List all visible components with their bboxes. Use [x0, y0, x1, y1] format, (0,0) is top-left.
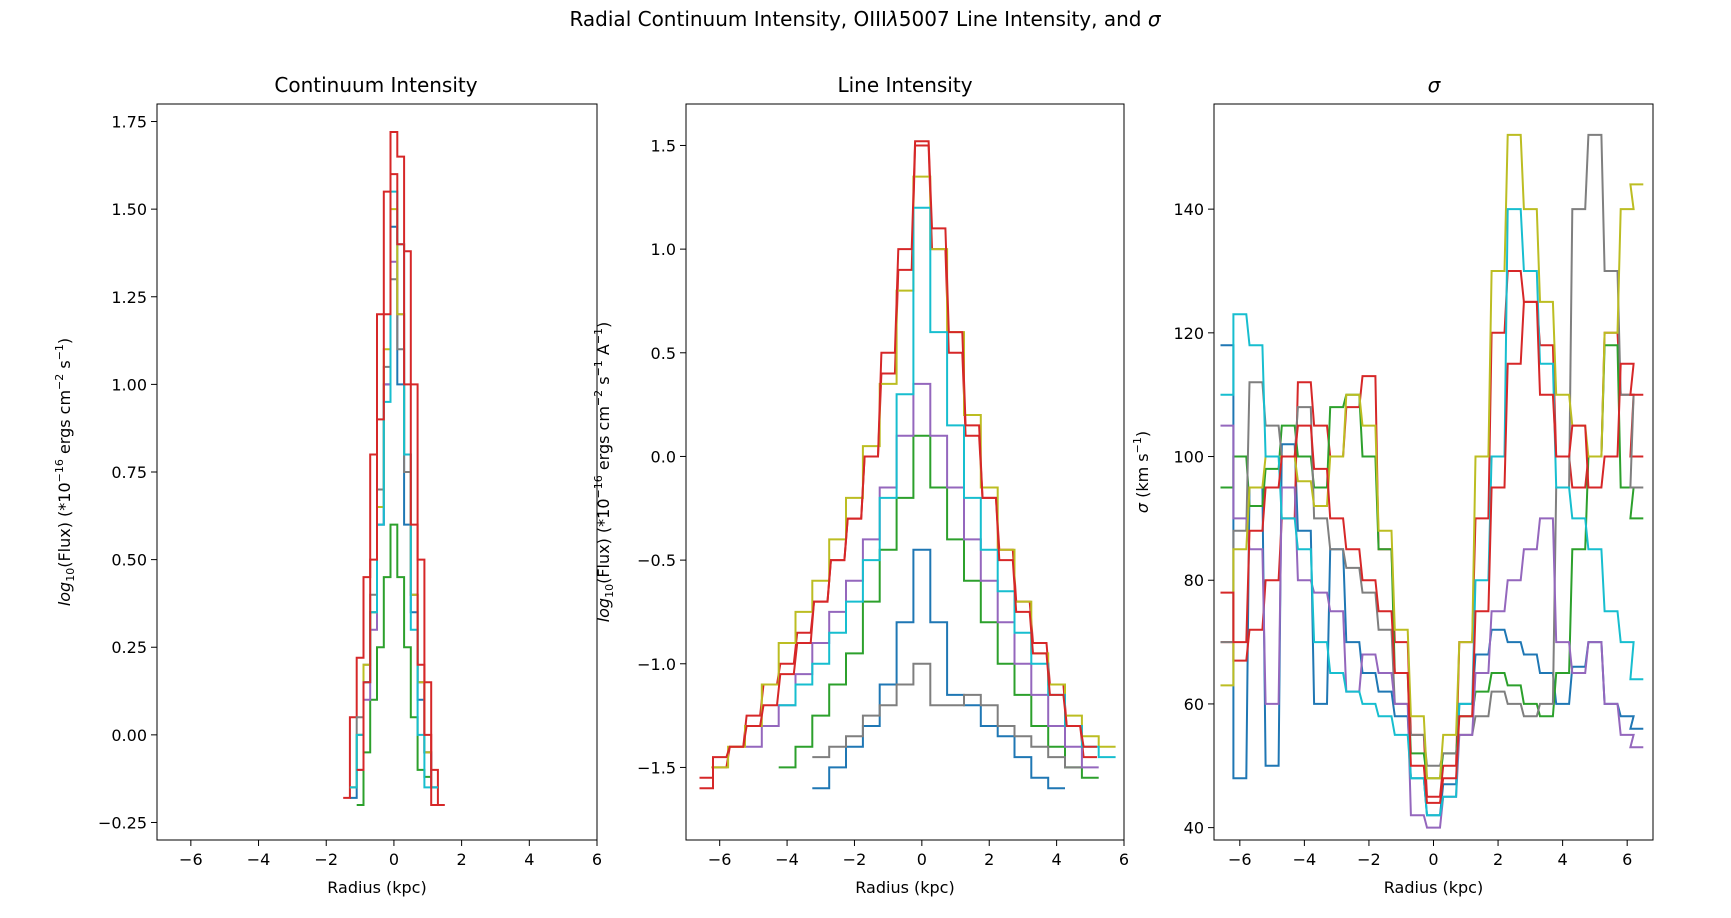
figure-suptitle: Radial Continuum Intensity, OIIIλ5007 Li…: [569, 7, 1161, 31]
series-line: [699, 140, 1097, 779]
y-tick-label: 0.5: [651, 344, 676, 363]
panel-title: σ: [1428, 73, 1442, 97]
x-tick-label: −4: [1293, 850, 1317, 869]
y-tick-label: 0.25: [111, 638, 147, 657]
y-tick-label: −0.25: [98, 813, 147, 832]
y-tick-label: 0.0: [651, 447, 676, 466]
series-line: [1220, 300, 1644, 804]
x-tick-label: 2: [984, 850, 994, 869]
x-tick-label: 0: [1428, 850, 1438, 869]
continuum-intensity-panel: Continuum Intensity −6 −4 −2 0 2 4 6 −0.25 0.00 0…: [53, 73, 602, 897]
x-tick-label: 4: [1558, 850, 1568, 869]
y-tick-label: −0.5: [637, 551, 676, 570]
x-tick-label: 2: [457, 850, 467, 869]
x-tick-label: 4: [1052, 850, 1062, 869]
x-axis-label: Radius (kpc): [855, 878, 954, 897]
y-tick-label: 80: [1184, 571, 1204, 590]
y-tick-label: 1.0: [651, 240, 676, 259]
x-tick-label: 0: [389, 850, 399, 869]
tick-layer: −6 −4 −2 0 2 4 6 −1.5 −1.0 −0.5 0.0 0.5 1.0 1.5: [637, 136, 1129, 869]
tick-layer: −6 −4 −2 0 2 4 6 40 60 80 100 120 140: [1173, 200, 1632, 869]
x-tick-label: 6: [592, 850, 602, 869]
series-line: [812, 662, 1082, 769]
series-line: [1220, 344, 1644, 780]
x-tick-label: −6: [708, 850, 732, 869]
x-tick-label: −2: [843, 850, 867, 869]
sigma-panel: σ −6 −4 −2 0 2 4 6 40 60 80 100 120 140 Radius (kpc)…: [1131, 73, 1654, 897]
x-tick-label: 6: [1119, 850, 1129, 869]
y-tick-label: 100: [1173, 448, 1204, 467]
y-tick-label: 60: [1184, 695, 1204, 714]
series-line: [699, 144, 1097, 790]
y-axis-label: σ (km s−1): [1131, 431, 1152, 513]
x-tick-label: −6: [179, 850, 203, 869]
series-line: [356, 173, 445, 806]
x-tick-label: −2: [1357, 850, 1381, 869]
panel-title: Continuum Intensity: [274, 73, 477, 97]
x-tick-label: −4: [247, 850, 271, 869]
line-intensity-panel: Line Intensity −6 −4 −2 0 2 4 6 −1.5 −1.0 −0.5 0.0…: [592, 73, 1129, 897]
series-line: [745, 382, 1099, 769]
series-line: [356, 523, 432, 806]
x-tick-label: 0: [917, 850, 927, 869]
x-tick-label: −2: [314, 850, 338, 869]
x-tick-label: 6: [1622, 850, 1632, 869]
x-tick-label: 2: [1493, 850, 1503, 869]
series-line: [356, 260, 432, 771]
axes-frame: [685, 103, 1125, 841]
series-line: [343, 131, 445, 806]
y-tick-label: 0.50: [111, 551, 147, 570]
series-line: [1220, 344, 1644, 817]
series-line: [1220, 208, 1644, 817]
y-tick-label: 1.00: [111, 375, 147, 394]
y-axis-label: log10(Flux) (*10−16 ergs cm−2 s−1 A−1): [592, 322, 616, 623]
plot-area: [1220, 133, 1644, 829]
y-tick-label: 120: [1173, 324, 1204, 343]
y-tick-label: 1.75: [111, 113, 147, 132]
x-axis-label: Radius (kpc): [1384, 878, 1483, 897]
axes-frame: [1213, 103, 1654, 841]
x-tick-label: −4: [775, 850, 799, 869]
plot-area: [699, 140, 1116, 790]
tick-layer: −6 −4 −2 0 2 4 6 −0.25 0.00 0.25 0.50 0.75 1.00 1.25 1…: [98, 113, 602, 869]
y-axis-label: log10(Flux) (*10−16 ergs cm−2 s−1): [53, 338, 77, 606]
y-tick-label: 140: [1173, 200, 1204, 219]
axes-frame: [156, 103, 598, 841]
series-line: [1220, 133, 1644, 767]
y-tick-label: −1.0: [637, 655, 676, 674]
y-tick-label: 1.5: [651, 136, 676, 155]
x-axis-label: Radius (kpc): [327, 878, 426, 897]
y-tick-label: 0.00: [111, 726, 147, 745]
series-line: [778, 434, 1099, 779]
y-tick-label: 40: [1184, 819, 1204, 838]
y-tick-label: 0.75: [111, 463, 147, 482]
panel-title: Line Intensity: [837, 73, 972, 97]
x-tick-label: −6: [1228, 850, 1252, 869]
series-line: [1220, 270, 1644, 798]
plot-area: [343, 131, 445, 806]
series-line: [1220, 424, 1644, 829]
y-tick-label: 1.25: [111, 288, 147, 307]
y-tick-label: −1.5: [637, 758, 676, 777]
series-line: [812, 548, 1065, 790]
y-tick-label: 1.50: [111, 200, 147, 219]
x-tick-label: 4: [524, 850, 534, 869]
